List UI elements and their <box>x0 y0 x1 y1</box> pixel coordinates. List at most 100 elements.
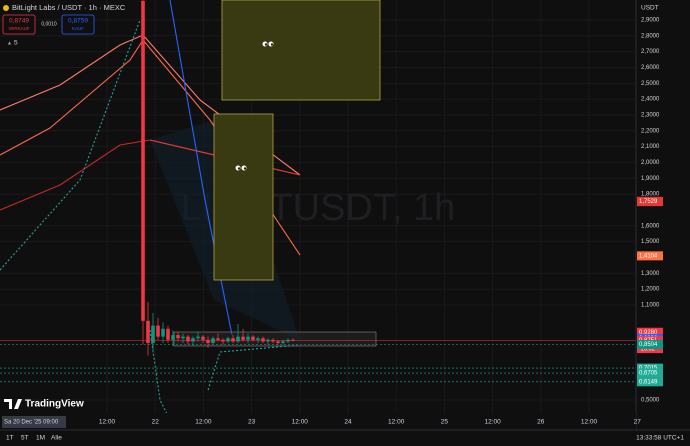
sell-button[interactable] <box>2 14 36 35</box>
band-line <box>169 0 233 336</box>
candle-body <box>176 335 180 339</box>
price-badge <box>637 340 663 350</box>
time-tick-label: 12:00 <box>484 419 501 426</box>
candle-body <box>146 320 150 344</box>
symbol-icon <box>3 5 9 11</box>
time-tick-label: 27 <box>634 419 642 426</box>
price-badge-label: 1,7529 <box>639 199 658 205</box>
price-tick-label: 1,6000 <box>641 223 660 229</box>
band-line <box>0 19 141 271</box>
sell-label: VERKAUF <box>8 26 30 31</box>
price-tick-label: 1,8000 <box>641 192 660 198</box>
buy-price: 0,8759 <box>68 18 88 25</box>
footer: 1T 5T 1M Alle <box>6 435 62 442</box>
candle-body <box>201 336 205 340</box>
range-button[interactable]: 1M <box>36 435 45 442</box>
price-badge <box>637 197 663 207</box>
currency-select[interactable]: USDT <box>641 5 659 12</box>
logo-text: TradingView <box>25 399 84 410</box>
price-badge <box>637 327 663 337</box>
tradingview-logo: TradingView <box>4 399 84 410</box>
eyes-icon <box>235 165 247 171</box>
time-tick-label: 12:00 <box>195 419 212 426</box>
rectangle-drawing[interactable] <box>221 0 381 101</box>
candle-body <box>241 336 245 340</box>
candle-body <box>191 338 195 342</box>
candle-body <box>156 325 160 337</box>
candle-body <box>251 336 255 340</box>
symbol-title: BitLight Labs / USDT · 1h · MEXC <box>12 3 126 12</box>
candle-body <box>151 325 155 344</box>
candle-body <box>166 328 170 340</box>
time-tick-label: 25 <box>441 419 449 426</box>
time-tick-label: 12:00 <box>581 419 598 426</box>
candle-body <box>226 338 230 342</box>
candle-body <box>276 341 280 344</box>
price-tick-label: 2,6000 <box>641 65 660 71</box>
spread: 0,0010 <box>41 21 57 27</box>
range-button[interactable]: Alle <box>51 435 62 442</box>
price-badge-label: 0,8504 <box>639 342 658 348</box>
price-tick-label: 2,1000 <box>641 144 660 150</box>
countdown: 26:02 <box>641 347 655 353</box>
price-tick-label: 2,3000 <box>641 113 660 119</box>
rectangle-drawing[interactable] <box>213 113 274 281</box>
candle-body <box>181 336 185 339</box>
sell-price: 0,8749 <box>9 18 29 25</box>
indicator-count: 5 <box>14 40 18 47</box>
price-badge <box>637 251 663 261</box>
candle-body <box>281 341 285 344</box>
time-tick-label: 26 <box>537 419 545 426</box>
price-tick-label: 0,5000 <box>641 398 660 404</box>
buy-button[interactable] <box>61 14 95 35</box>
price-tick-label: 1,2000 <box>641 287 660 293</box>
price-tick-label: 1,1000 <box>641 303 660 309</box>
eyes-icon <box>262 41 274 47</box>
band-line <box>207 344 301 391</box>
candle-body <box>236 336 240 342</box>
price-tick-label: 1,5000 <box>641 239 660 245</box>
candle-body <box>246 336 250 340</box>
price-tick-label: 2,8000 <box>641 33 660 39</box>
axis-labels: 2,9000 2,8000 2,7000 2,6000 2,5000 2,4000 2,30… <box>99 18 663 426</box>
time-tick-label: 12:00 <box>388 419 405 426</box>
candle-body <box>141 0 145 321</box>
crosshair-date: Sa 20 Dec '25 09:00 <box>4 420 59 426</box>
candle-body <box>161 328 165 337</box>
price-tick-label: 2,7000 <box>641 49 660 55</box>
candle-body <box>186 336 190 342</box>
range-button[interactable]: 1T <box>6 435 14 442</box>
indicator-toggle[interactable]: ▴ <box>8 41 11 47</box>
time-tick-label: 24 <box>344 419 352 426</box>
price-badge <box>637 377 663 387</box>
price-badge-label: 0,9280 <box>639 330 658 336</box>
range-button[interactable]: 5T <box>21 435 29 442</box>
candle-body <box>291 339 295 341</box>
candle-body <box>206 339 210 344</box>
price-badge-label: 0,6149 <box>639 379 658 385</box>
candle-body <box>196 336 200 339</box>
price-tick-label: 2,5000 <box>641 81 660 87</box>
price-badge <box>637 363 663 373</box>
candle-body <box>171 335 175 340</box>
crosshair-date-box <box>2 416 66 428</box>
candles <box>141 0 295 356</box>
countdown-box <box>637 345 663 354</box>
time-axis <box>0 413 636 430</box>
price-tick-label: 2,2000 <box>641 128 660 134</box>
price-tick-label: 1,9000 <box>641 176 660 182</box>
buy-label: KAUF <box>72 26 84 31</box>
clock: 13:33:58 UTC+1 <box>636 435 684 442</box>
price-tick-label: 1,3000 <box>641 271 660 277</box>
time-tick-label: 22 <box>152 419 160 426</box>
price-tick-label: 2,4000 <box>641 97 660 103</box>
ma-line <box>0 34 301 176</box>
price-tick-label: 2,0000 <box>641 160 660 166</box>
price-lines <box>0 340 636 383</box>
price-badge-label: 0,6705 <box>639 371 658 377</box>
time-tick-label: 23 <box>248 419 256 426</box>
time-tick-label: 12:00 <box>99 419 116 426</box>
time-tick-label: 12:00 <box>292 419 309 426</box>
price-badge-label: 1,4104 <box>639 253 658 259</box>
